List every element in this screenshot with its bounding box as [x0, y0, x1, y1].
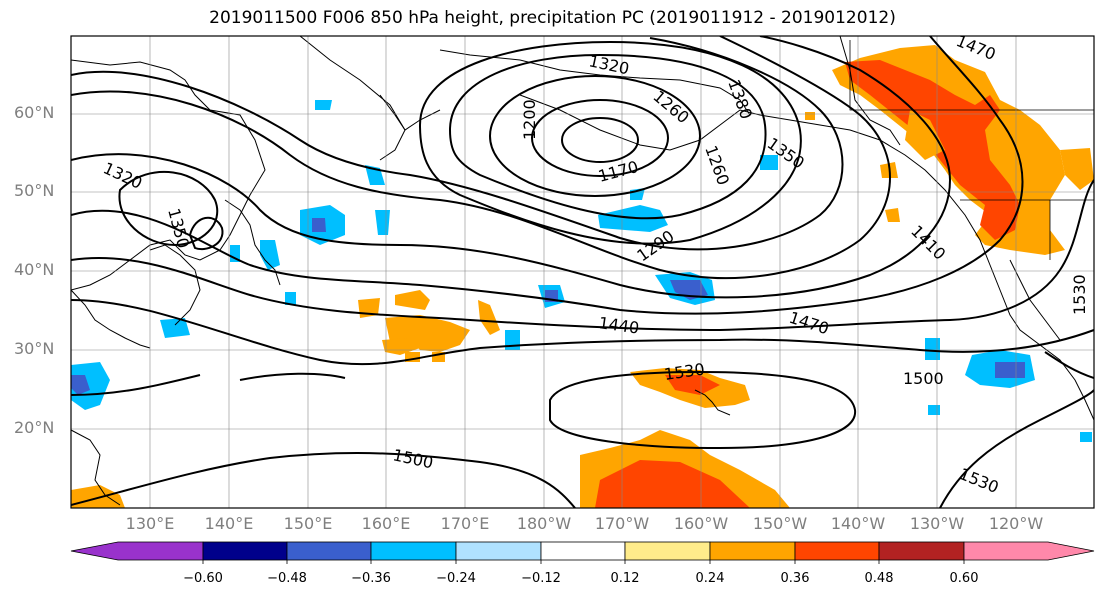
lat-label: 40°N — [14, 260, 55, 279]
lon-label: 140°E — [204, 514, 254, 533]
colorbar-tick-label: −0.12 — [521, 571, 561, 586]
colorbar-tick-label: −0.36 — [351, 571, 391, 586]
contour-label: 1200 — [520, 99, 539, 140]
lat-label: 50°N — [14, 181, 55, 200]
colorbar-tick-label: 0.12 — [610, 571, 640, 586]
lon-label: 150°W — [752, 514, 808, 533]
lon-label: 140°W — [830, 514, 886, 533]
lon-label: 180°W — [516, 514, 572, 533]
colorbar-tick-label: 0.36 — [780, 571, 810, 586]
lat-label: 30°N — [14, 339, 55, 358]
colorbar-segment — [202, 541, 288, 561]
colorbar-segment — [709, 541, 796, 561]
colorbar-segment — [878, 541, 965, 561]
colorbar-segment — [455, 541, 542, 561]
colorbar-tick-label: 0.48 — [864, 571, 894, 586]
map-frame — [70, 35, 1095, 509]
colorbar-segment — [540, 541, 626, 561]
colorbar-segment — [370, 541, 457, 561]
contour-label: 1530 — [1070, 274, 1089, 315]
colorbar-segment — [286, 541, 372, 561]
colorbar-segment — [963, 541, 1095, 561]
colorbar-tick-label: −0.48 — [267, 571, 307, 586]
lon-label: 160°E — [361, 514, 411, 533]
colorbar-segment — [794, 541, 880, 561]
colorbar-tick-label: −0.60 — [183, 571, 223, 586]
height-contours — [71, 36, 1094, 508]
colorbar-tick-label: −0.24 — [436, 571, 476, 586]
colorbar — [70, 541, 1095, 564]
colorbar-segment — [70, 541, 204, 561]
lon-label: 130°E — [125, 514, 175, 533]
lon-label: 150°E — [283, 514, 333, 533]
contour-label: 1500 — [903, 369, 944, 388]
lon-label: 130°W — [909, 514, 965, 533]
colorbar-segment — [624, 541, 711, 561]
boundaries — [849, 40, 1094, 260]
lon-label: 120°W — [988, 514, 1044, 533]
map-title: 2019011500 F006 850 hPa height, precipit… — [209, 8, 896, 28]
lat-label: 60°N — [14, 103, 55, 122]
lon-label: 170°W — [594, 514, 650, 533]
colorbar-tick-label: 0.60 — [949, 571, 979, 586]
lat-label: 20°N — [14, 418, 55, 437]
lon-label: 170°E — [440, 514, 490, 533]
gridlines — [71, 36, 1094, 508]
lon-label: 160°W — [673, 514, 729, 533]
colorbar-tick-label: 0.24 — [695, 571, 725, 586]
